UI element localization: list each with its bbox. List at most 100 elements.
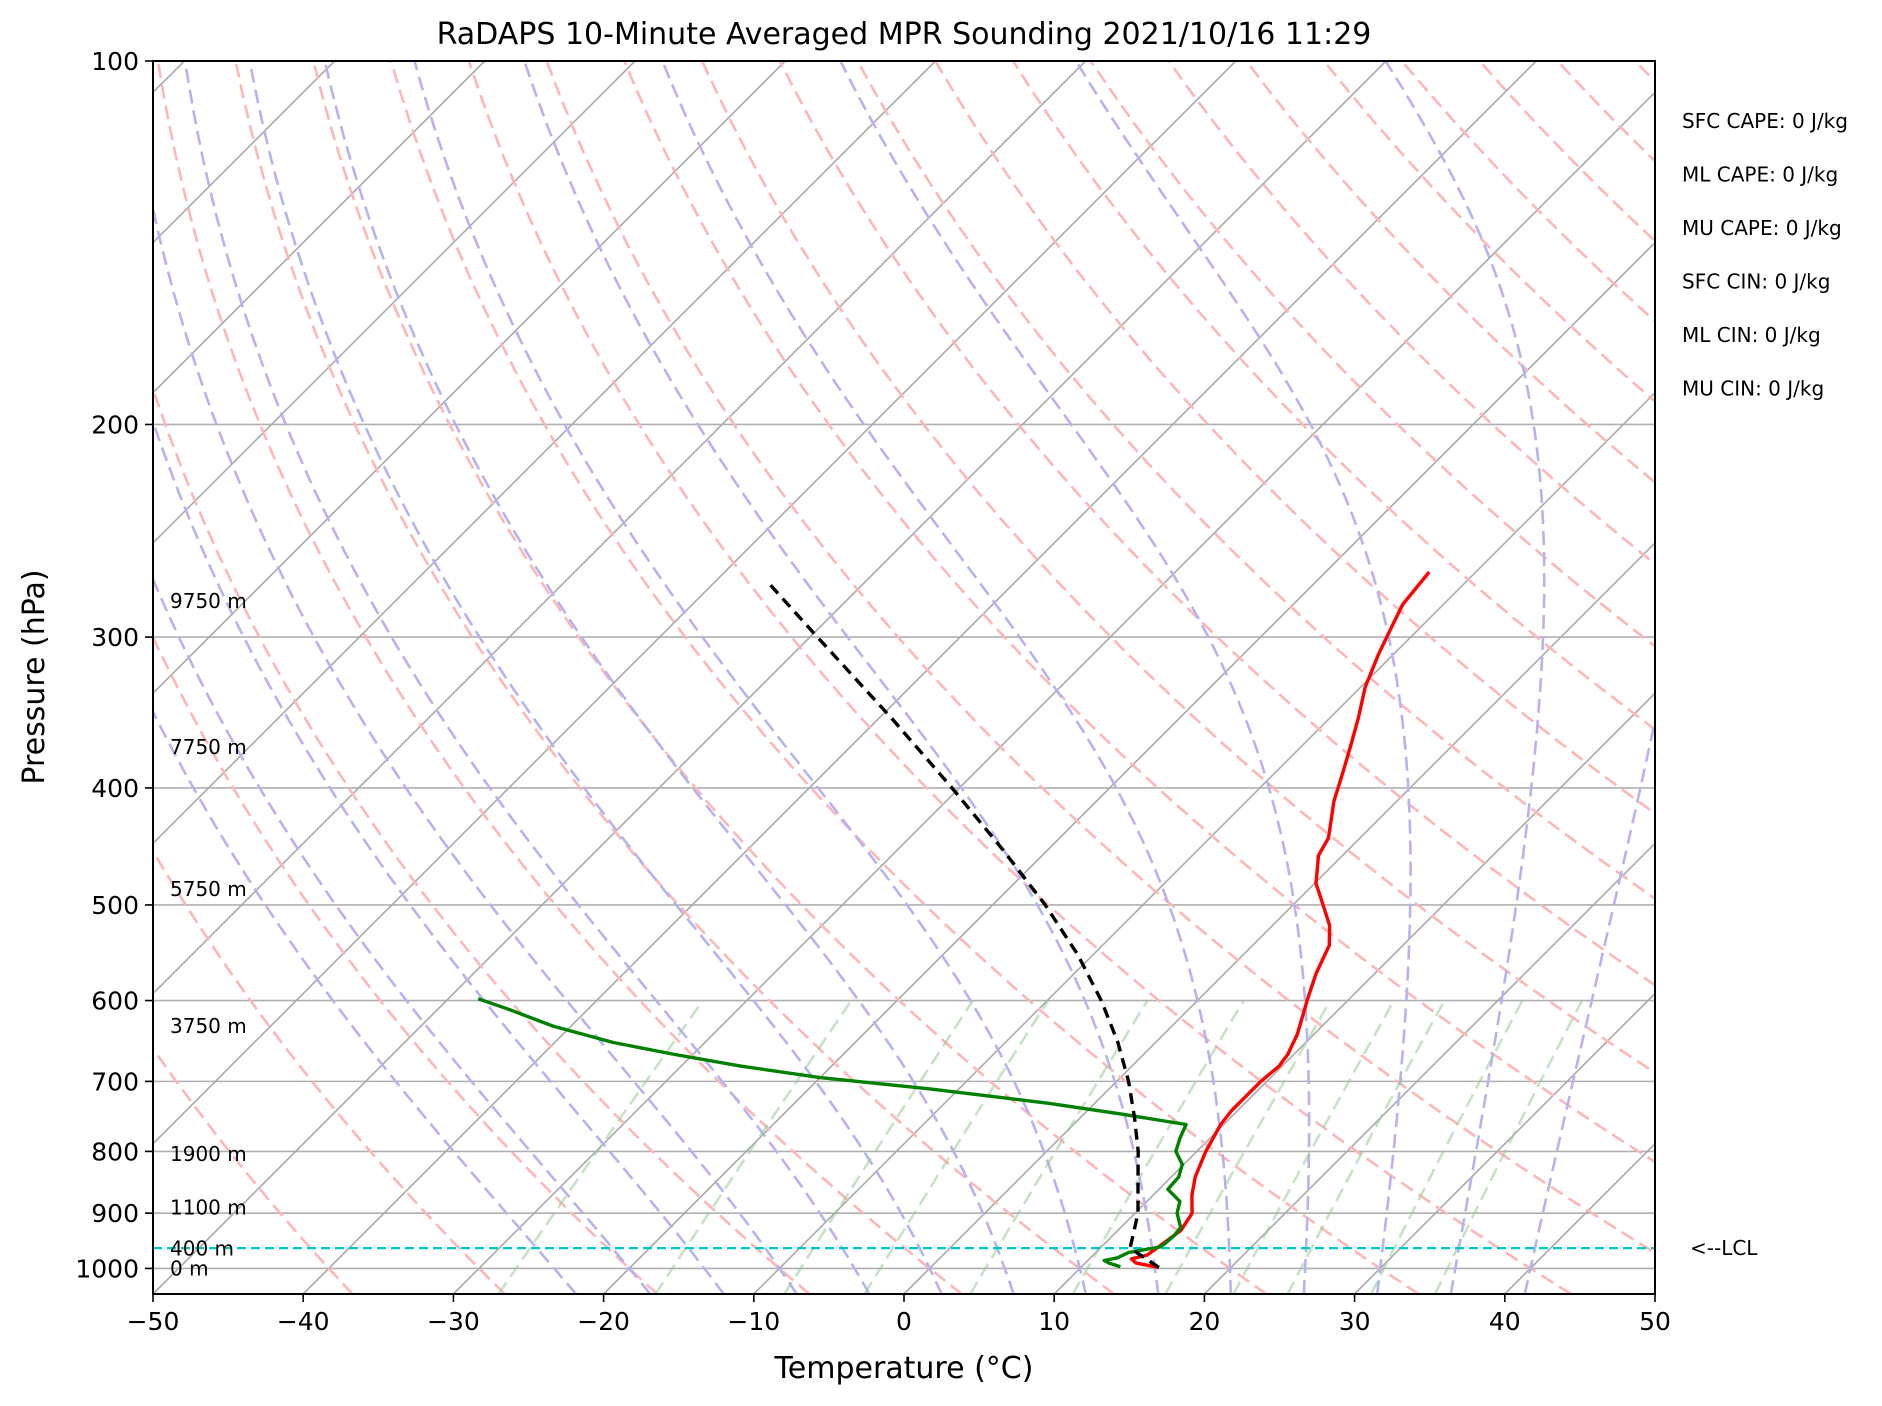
series-group bbox=[477, 570, 1431, 1270]
isotherm-line bbox=[1504, 1142, 1655, 1294]
mixing-ratio-line bbox=[1232, 999, 1396, 1294]
dry-adiabat-line bbox=[153, 384, 811, 1294]
isotherm-line bbox=[603, 241, 1655, 1294]
x-tick-label: −40 bbox=[277, 1307, 330, 1336]
index-label: ML CIN: 0 J/kg bbox=[1682, 323, 1821, 347]
moist-adiabat-line bbox=[323, 61, 1015, 1294]
index-label: MU CAPE: 0 J/kg bbox=[1682, 216, 1842, 240]
x-tick-label: 20 bbox=[1188, 1307, 1220, 1336]
moist-adiabat-line bbox=[248, 61, 943, 1294]
dewpoint-profile-line bbox=[477, 997, 1188, 1269]
index-label: ML CAPE: 0 J/kg bbox=[1682, 163, 1838, 187]
parcel-profile-line bbox=[766, 580, 1160, 1269]
dry-adiabat-line bbox=[934, 61, 1655, 815]
stability-indices: SFC CAPE: 0 J/kg ML CAPE: 0 J/kg MU CAPE: … bbox=[1682, 109, 1848, 401]
mixing-ratio-line bbox=[863, 999, 1050, 1294]
dry-adiabat-line bbox=[1791, 61, 1882, 1294]
isotherm-line bbox=[903, 541, 1655, 1294]
dry-adiabat-line bbox=[467, 61, 1572, 1294]
isotherm-line bbox=[1203, 842, 1655, 1294]
dry-adiabat-line bbox=[1012, 61, 1655, 731]
y-tick-label: 800 bbox=[91, 1137, 139, 1166]
height-label: 9750 m bbox=[170, 589, 247, 613]
x-tick-label: −50 bbox=[127, 1307, 180, 1336]
isotherm-line bbox=[1053, 692, 1655, 1294]
x-tick-label: −30 bbox=[427, 1307, 480, 1336]
plot-area bbox=[153, 61, 1882, 1294]
index-label: MU CIN: 0 J/kg bbox=[1682, 377, 1824, 401]
dry-adiabat-line bbox=[1556, 61, 1655, 163]
height-label: 3750 m bbox=[170, 1014, 247, 1038]
index-label: SFC CIN: 0 J/kg bbox=[1682, 270, 1830, 294]
moist-adiabat-line bbox=[183, 61, 871, 1294]
isotherm-line bbox=[1354, 992, 1655, 1294]
dry-adiabat-line bbox=[1400, 61, 1655, 323]
isotherm-line bbox=[153, 61, 1387, 1294]
isotherm-line bbox=[452, 91, 1655, 1294]
isotherm-line bbox=[153, 61, 636, 545]
mixing-ratio-line bbox=[969, 999, 1149, 1294]
lcl-label: <--LCL bbox=[1690, 1236, 1758, 1260]
mixing-ratio-line bbox=[497, 999, 704, 1294]
x-axis: −50 −40 −30 −20 −10 0 10 20 30 40 50 bbox=[127, 1294, 1671, 1336]
background-lines bbox=[153, 61, 1882, 1294]
index-label: SFC CAPE: 0 J/kg bbox=[1682, 109, 1848, 133]
temperature-profile-line bbox=[1129, 570, 1431, 1270]
mixing-ratio-line bbox=[1286, 999, 1446, 1294]
mixing-ratio-line bbox=[654, 999, 853, 1294]
mixing-ratio-line bbox=[1370, 999, 1524, 1294]
mixing-ratio-line bbox=[783, 999, 974, 1294]
isotherm-line bbox=[153, 61, 786, 695]
y-axis-title: Pressure (hPa) bbox=[17, 569, 52, 784]
dry-adiabat-line bbox=[153, 848, 506, 1294]
isotherm-line bbox=[153, 61, 1237, 1145]
x-axis-title: Temperature (°C) bbox=[774, 1351, 1034, 1386]
dry-adiabat-line bbox=[234, 61, 1115, 1294]
y-tick-label: 100 bbox=[91, 47, 139, 76]
moist-adiabat-line bbox=[153, 709, 578, 1294]
dry-adiabat-line bbox=[778, 61, 1655, 987]
height-label: 0 m bbox=[170, 1256, 209, 1280]
isotherm-line bbox=[1654, 1292, 1655, 1294]
isotherm-line bbox=[302, 61, 1537, 1294]
height-label: 7750 m bbox=[170, 735, 247, 759]
moist-adiabat-line bbox=[661, 61, 1233, 1294]
dry-adiabat-line bbox=[1868, 61, 1882, 1294]
mixing-ratio-line bbox=[1164, 999, 1332, 1294]
dry-adiabat-line bbox=[1634, 61, 1655, 84]
mixing-ratio-line bbox=[1071, 999, 1245, 1294]
x-tick-label: −20 bbox=[577, 1307, 630, 1336]
dry-adiabat-line bbox=[156, 61, 963, 1294]
x-tick-label: 40 bbox=[1489, 1307, 1521, 1336]
y-tick-label: 700 bbox=[91, 1067, 139, 1096]
y-tick-label: 500 bbox=[91, 891, 139, 920]
height-label: 400 m bbox=[170, 1237, 234, 1261]
y-tick-label: 600 bbox=[91, 987, 139, 1016]
moist-adiabat-line bbox=[1523, 714, 1655, 1294]
moist-adiabat-line bbox=[153, 576, 652, 1294]
moist-adiabat-line bbox=[523, 61, 1160, 1294]
x-tick-label: 0 bbox=[896, 1307, 912, 1336]
x-tick-label: 10 bbox=[1038, 1307, 1070, 1336]
dry-adiabat-line bbox=[389, 61, 1420, 1294]
isotherm-line bbox=[153, 61, 936, 845]
x-tick-label: 30 bbox=[1339, 1307, 1371, 1336]
dry-adiabat-line bbox=[153, 634, 658, 1294]
moist-adiabat-line bbox=[1074, 61, 1412, 1294]
isotherm-line bbox=[153, 61, 486, 394]
dry-adiabat-line bbox=[1167, 61, 1655, 566]
dry-adiabat-line bbox=[312, 61, 1268, 1294]
dry-adiabat-line bbox=[623, 61, 1655, 1164]
height-label: 1900 m bbox=[170, 1142, 247, 1166]
height-label: 1100 m bbox=[170, 1195, 247, 1219]
x-tick-label: −10 bbox=[727, 1307, 780, 1336]
dry-adiabat-line bbox=[545, 61, 1655, 1255]
dry-adiabat-line bbox=[700, 61, 1655, 1075]
moist-adiabat-line bbox=[153, 417, 725, 1294]
chart-title: RaDAPS 10-Minute Averaged MPR Sounding 2… bbox=[437, 17, 1372, 52]
isotherm-line bbox=[753, 391, 1655, 1294]
y-tick-label: 400 bbox=[91, 774, 139, 803]
mixing-ratio-line bbox=[1433, 999, 1584, 1294]
moist-adiabat-line bbox=[413, 61, 1088, 1294]
